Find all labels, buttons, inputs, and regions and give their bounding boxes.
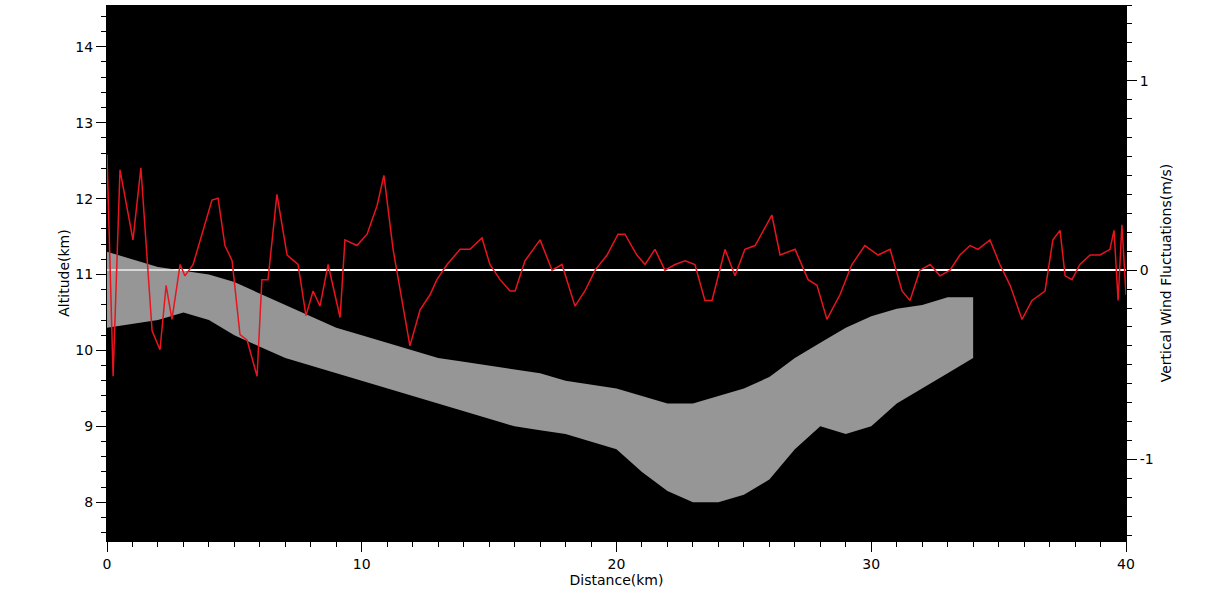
- svg-text:20: 20: [608, 556, 626, 572]
- svg-text:Vertical Wind Fluctuations(m/s: Vertical Wind Fluctuations(m/s): [1158, 164, 1174, 383]
- svg-text:14: 14: [75, 39, 93, 55]
- svg-text:11: 11: [75, 266, 93, 282]
- svg-text:13: 13: [75, 115, 93, 131]
- svg-text:8: 8: [84, 494, 93, 510]
- svg-text:Distance(km): Distance(km): [570, 572, 664, 588]
- svg-text:40: 40: [1117, 556, 1135, 572]
- svg-text:Altitude(km): Altitude(km): [56, 229, 72, 316]
- svg-text:10: 10: [75, 342, 93, 358]
- svg-text:0: 0: [103, 556, 112, 572]
- svg-text:-1: -1: [1140, 451, 1154, 467]
- svg-text:12: 12: [75, 191, 93, 207]
- svg-text:9: 9: [84, 418, 93, 434]
- svg-text:10: 10: [353, 556, 371, 572]
- svg-text:30: 30: [862, 556, 880, 572]
- svg-text:0: 0: [1140, 262, 1149, 278]
- svg-text:1: 1: [1140, 73, 1149, 89]
